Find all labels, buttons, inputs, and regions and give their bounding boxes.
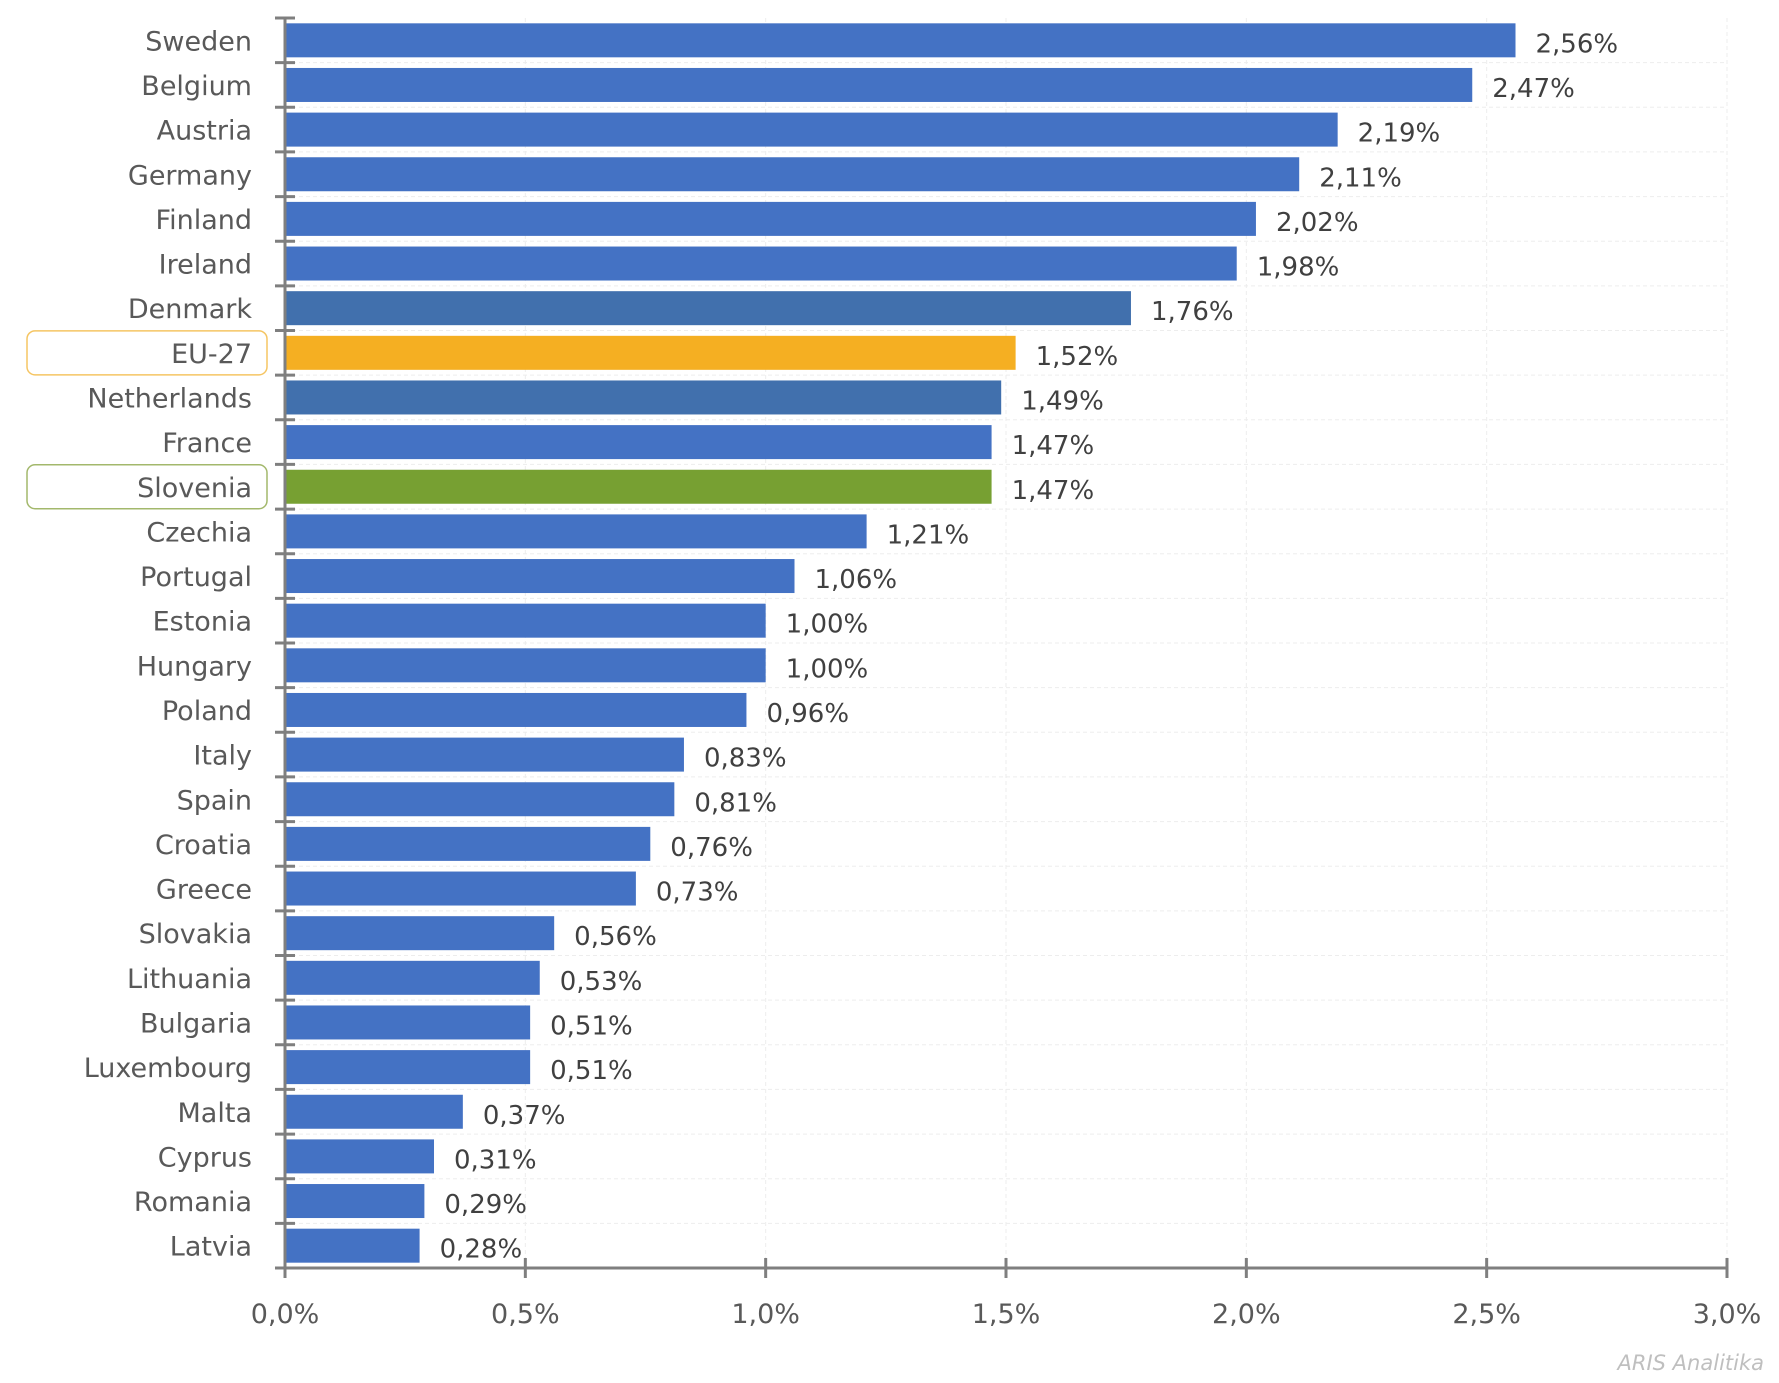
source-watermark: ARIS Analitika [1616,1351,1764,1375]
x-tick-label: 1,5% [972,1299,1041,1330]
category-label: Austria [157,116,252,147]
x-tick-label: 2,0% [1212,1299,1281,1330]
bar-denmark [286,291,1131,326]
bar-eu-27 [286,335,1016,370]
bar-latvia [286,1228,420,1263]
bar-sweden [286,23,1516,58]
x-tick-label: 0,0% [251,1299,320,1330]
bar-romania [286,1184,425,1219]
category-label: Cyprus [158,1142,252,1173]
category-label: Netherlands [87,383,252,414]
category-label: Portugal [140,562,252,593]
bar-spain [286,782,675,817]
category-label: Belgium [141,71,252,102]
data-label: 2,19% [1358,119,1441,149]
category-label: Slovakia [139,919,252,950]
category-label: Hungary [137,651,252,682]
category-label: Italy [193,741,252,772]
bar-germany [286,157,1300,192]
data-label: 1,00% [786,610,869,640]
bar-croatia [286,826,651,861]
category-label: Finland [156,205,252,236]
x-tick-label: 2,5% [1452,1299,1521,1330]
grid [285,18,1728,1268]
data-label: 2,02% [1276,208,1359,238]
x-tick-label: 3,0% [1693,1299,1762,1330]
bar-luxembourg [286,1050,531,1085]
data-label: 0,28% [440,1235,523,1265]
data-label: 0,51% [550,1056,633,1086]
highlight-box-slovenia [26,464,268,510]
bar-malta [286,1094,463,1129]
category-label: Ireland [159,250,252,281]
data-label: 1,47% [1012,476,1095,506]
data-label: 2,47% [1492,74,1575,104]
data-label: 1,76% [1151,297,1234,327]
data-label: 1,98% [1257,253,1340,283]
data-label: 0,81% [694,788,777,818]
category-label: Malta [178,1098,252,1129]
bar-estonia [286,603,766,638]
data-label: 0,96% [766,699,849,729]
bar-italy [286,737,684,772]
category-label: Czechia [146,517,252,548]
bar-portugal [286,559,795,594]
bar-poland [286,692,747,727]
category-label: Spain [177,785,252,816]
category-label: Luxembourg [84,1053,252,1084]
x-tick-label: 1,0% [731,1299,800,1330]
data-label: 1,52% [1036,342,1119,372]
category-label: Slovenia [137,473,252,504]
data-label: 1,00% [786,654,869,684]
data-label: 0,53% [560,967,643,997]
bar-belgium [286,67,1473,102]
data-label: 1,47% [1012,431,1095,461]
data-label: 2,11% [1319,163,1402,193]
data-label: 0,56% [574,922,657,952]
bars [286,23,1516,1263]
bar-finland [286,201,1256,236]
bar-austria [286,112,1338,147]
bar-slovenia [286,469,992,504]
category-label: Denmark [128,294,252,325]
bar-slovakia [286,916,555,951]
bar-lithuania [286,960,540,995]
category-label: EU-27 [171,339,252,370]
data-label: 0,51% [550,1011,633,1041]
data-label: 2,56% [1536,29,1619,59]
category-label: Germany [128,160,252,191]
data-label: 1,49% [1021,386,1104,416]
category-label: Lithuania [127,964,252,995]
data-label: 1,06% [815,565,898,595]
data-label: 0,29% [444,1190,527,1220]
data-label: 0,83% [704,744,787,774]
bar-greece [286,871,636,906]
category-label: France [162,428,252,459]
bar-netherlands [286,380,1002,415]
category-label: Estonia [153,607,252,638]
bar-ireland [286,246,1237,281]
category-label: Latvia [170,1232,252,1263]
category-label: Bulgaria [140,1008,252,1039]
category-label: Croatia [155,830,252,861]
category-label: Sweden [145,26,252,57]
bar-cyprus [286,1139,435,1174]
bar-france [286,425,992,460]
labels: Sweden 2,56% Belgium 2,47% Austria 2,19% Germa… [26,26,1619,1265]
data-label: 1,21% [887,520,970,550]
highlight-box-eu-27 [26,330,268,376]
data-label: 0,31% [454,1145,537,1175]
category-label: Romania [134,1187,252,1218]
category-label: Poland [162,696,252,727]
data-label: 0,73% [656,878,739,908]
bar-czechia [286,514,867,549]
category-label: Greece [156,875,252,906]
data-label: 0,76% [670,833,753,863]
bar-bulgaria [286,1005,531,1040]
axes: 0,0% 0,5% 1,0% 1,5% 2,0% 2,5% 3,0% [251,16,1762,1330]
bar-hungary [286,648,766,683]
data-label: 0,37% [483,1101,566,1131]
x-tick-label: 0,5% [491,1299,560,1330]
